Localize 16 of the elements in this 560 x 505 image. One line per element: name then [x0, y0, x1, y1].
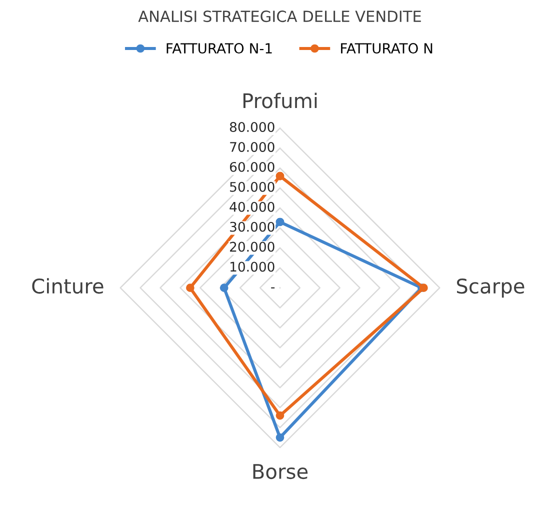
y-tick-label: 30.000	[230, 222, 274, 232]
legend-label: FATTURATO N	[341, 43, 432, 54]
spoke-label: Borse	[253, 464, 308, 480]
chart-title: ANALISI STRATEGICA DELLE VENDITE	[138, 10, 421, 22]
y-tick-label: 80.000	[230, 122, 274, 132]
y-tick-label: -	[271, 287, 275, 288]
spoke-label: Profumi	[243, 92, 317, 108]
y-tick-label: 10.000	[230, 262, 274, 272]
y-tick-label: 70.000	[230, 142, 274, 152]
y-tick-label: 60.000	[230, 162, 274, 172]
y-tick-label: 50.000	[230, 182, 274, 192]
spoke-label: Scarpe	[456, 278, 524, 298]
spoke-label: Cinture	[32, 278, 104, 294]
legend-label: FATTURATO N-1	[166, 43, 272, 54]
y-tick-label: 20.000	[230, 242, 274, 252]
y-tick-label: 40.000	[230, 202, 274, 212]
